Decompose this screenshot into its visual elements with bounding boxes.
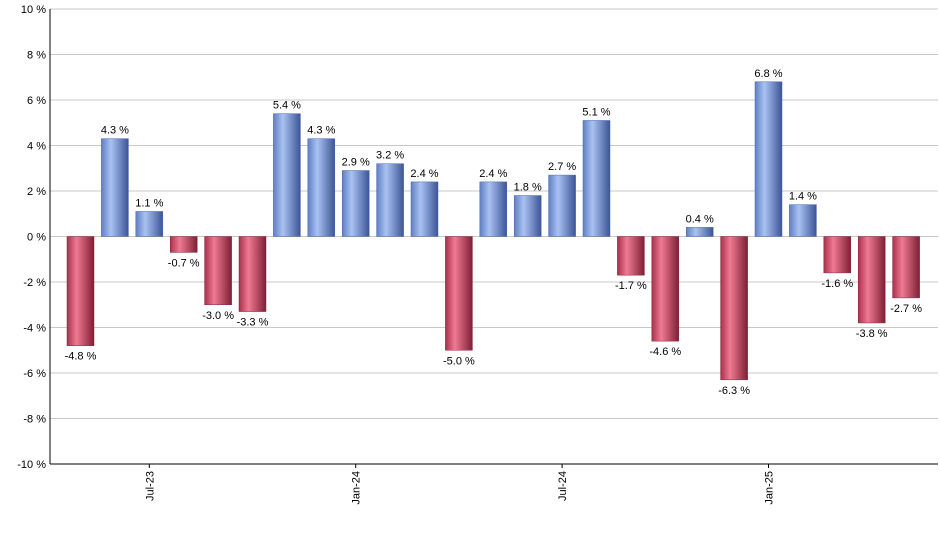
bar-value-label: 2.9 % [342,157,370,169]
y-tick-label: 10 % [21,4,46,16]
bar [204,236,232,305]
bar-value-label: 3.2 % [376,150,404,162]
bar [685,227,714,237]
x-tick-label: Jan-24 [351,471,363,505]
bar [651,236,680,342]
bar [892,236,920,299]
bar [101,138,129,237]
bar [479,181,508,237]
bar [720,236,748,381]
bar-value-label: 1.8 % [514,182,542,194]
bar-value-label: 2.7 % [548,161,576,173]
y-tick-label: -10 % [17,459,46,471]
bar [135,211,164,237]
y-tick-label: 0 % [27,232,46,244]
y-tick-label: -8 % [23,414,46,426]
bar-value-label: 6.8 % [754,68,782,80]
bar [273,113,301,237]
bar-value-label: -3.0 % [202,310,234,322]
bar-value-label: 1.1 % [135,197,163,209]
bar-value-label: 4.3 % [101,125,129,137]
bar [617,236,645,276]
bar-value-label: 2.4 % [410,168,438,180]
bar-value-label: -3.8 % [856,328,888,340]
bar [307,138,336,237]
bar-value-label: -3.3 % [237,317,269,329]
bar-value-label: -1.7 % [615,280,647,292]
bar-value-label: -1.6 % [821,278,853,290]
bar [582,120,611,237]
bar-value-label: 5.1 % [582,106,610,118]
bar [410,181,439,237]
bar [754,81,783,237]
bar [548,174,576,237]
bar [238,236,267,312]
bar-value-labels: -4.8 % 4.3 % 1.1 % -0.7 % -3.0 %-3.3 % 5.4 % 4… [65,68,923,397]
y-tick-label: 2 % [27,186,46,198]
x-tick-label: Jul-24 [557,471,569,501]
bar-value-label: 2.4 % [479,168,507,180]
y-tick-label: 8 % [27,50,46,62]
y-tick-label: -2 % [23,277,46,289]
bar [445,236,473,351]
bar [513,195,542,237]
bar [169,236,198,253]
bar-value-label: 1.4 % [789,191,817,203]
x-tick-label: Jan-25 [764,471,776,505]
bar-value-label: 0.4 % [686,213,714,225]
bar [823,236,852,274]
bar [789,204,817,237]
bar-value-label: -0.7 % [168,257,200,269]
bar-value-label: -2.7 % [890,303,922,315]
x-axis-tick-labels: Jul-23 Jan-24 Jul-24 Jan-25 [144,464,776,505]
y-tick-label: 6 % [27,95,46,107]
bar-value-label: -5.0 % [443,355,475,367]
y-tick-label: -6 % [23,368,46,380]
bar [66,236,95,346]
bar [376,163,404,237]
bar-value-label: 5.4 % [273,100,301,112]
x-tick-label: Jul-23 [144,471,156,501]
bar-value-label: -4.6 % [649,346,681,358]
y-axis-tick-labels: -10 % -8 % -6 % -4 % -2 % 0 % 2 % 4 % 6 % 8 % 10 % [17,4,46,471]
bar-value-label: 4.3 % [307,125,335,137]
bar-value-label: -4.8 % [65,351,97,363]
y-tick-label: -4 % [23,323,46,335]
y-tick-label: 4 % [27,141,46,153]
bar [341,170,370,237]
bar [857,236,886,324]
bar-value-label: -6.3 % [718,385,750,397]
bars [66,81,920,381]
